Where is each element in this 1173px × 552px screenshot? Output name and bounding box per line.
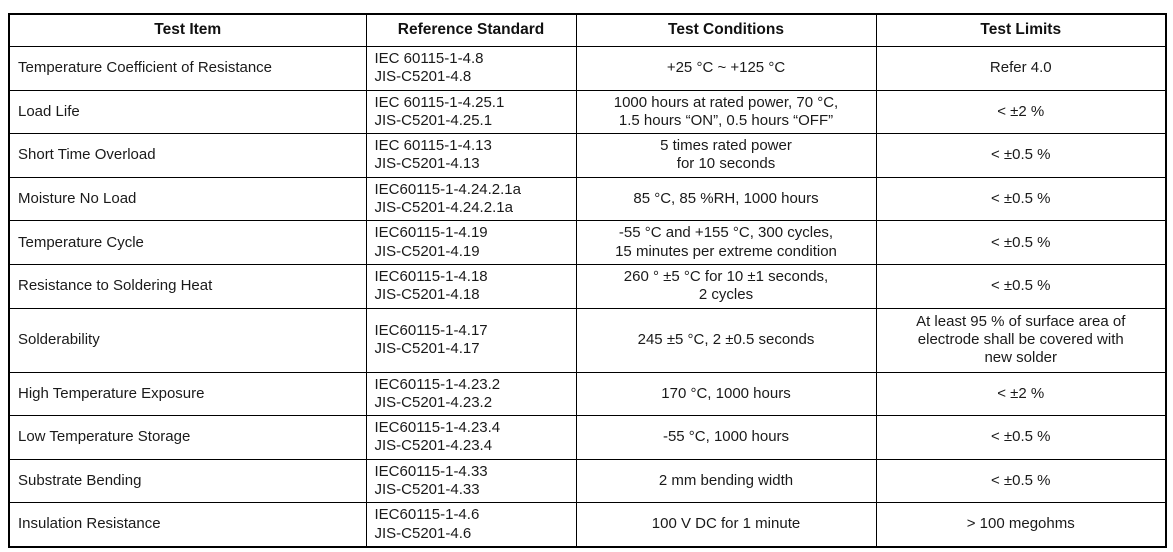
- table-row-solderability: Solderability IEC60115-1-4.17 JIS-C5201-…: [8, 307, 1167, 373]
- table-row-resistance-to-soldering-heat: Resistance to Soldering Heat IEC60115-1-…: [8, 263, 1167, 309]
- cell-reference-standard: IEC60115-1-4.6 JIS-C5201-4.6: [365, 502, 577, 548]
- table-row-temperature-cycle: Temperature Cycle IEC60115-1-4.19 JIS-C5…: [8, 220, 1167, 265]
- cell-test-item: Insulation Resistance: [8, 502, 367, 548]
- table-row-moisture-no-load: Moisture No Load IEC60115-1-4.24.2.1a JI…: [8, 176, 1167, 222]
- test-specifications-table: Test Item Reference Standard Test Condit…: [8, 13, 1167, 548]
- table-row-low-temperature-storage: Low Temperature Storage IEC60115-1-4.23.…: [8, 415, 1167, 460]
- cell-reference-standard: IEC60115-1-4.17 JIS-C5201-4.17: [365, 307, 577, 373]
- cell-test-item: Moisture No Load: [8, 176, 367, 222]
- cell-test-conditions: 1000 hours at rated power, 70 °C, 1.5 ho…: [575, 89, 877, 135]
- cell-test-conditions: 85 °C, 85 %RH, 1000 hours: [575, 176, 877, 222]
- table-row-substrate-bending: Substrate Bending IEC60115-1-4.33 JIS-C5…: [8, 458, 1167, 504]
- column-header-test-item: Test Item: [8, 13, 367, 47]
- cell-test-conditions: 2 mm bending width: [575, 458, 877, 504]
- cell-test-item: Temperature Cycle: [8, 220, 367, 265]
- cell-test-limits: < ±2 %: [875, 89, 1167, 135]
- cell-test-conditions: 260 ° ±5 °C for 10 ±1 seconds, 2 cycles: [575, 263, 877, 309]
- cell-test-limits: At least 95 % of surface area of electro…: [875, 307, 1167, 373]
- column-header-test-limits: Test Limits: [875, 13, 1167, 47]
- cell-reference-standard: IEC60115-1-4.23.4 JIS-C5201-4.23.4: [365, 415, 577, 460]
- cell-test-item: Solderability: [8, 307, 367, 373]
- cell-test-item: Substrate Bending: [8, 458, 367, 504]
- cell-test-conditions: -55 °C and +155 °C, 300 cycles, 15 minut…: [575, 220, 877, 265]
- cell-reference-standard: IEC60115-1-4.33 JIS-C5201-4.33: [365, 458, 577, 504]
- cell-reference-standard: IEC 60115-1-4.8 JIS-C5201-4.8: [365, 46, 577, 91]
- table-row-insulation-resistance: Insulation Resistance IEC60115-1-4.6 JIS…: [8, 502, 1167, 548]
- cell-reference-standard: IEC60115-1-4.19 JIS-C5201-4.19: [365, 220, 577, 265]
- cell-test-item: Resistance to Soldering Heat: [8, 263, 367, 309]
- cell-test-limits: > 100 megohms: [875, 502, 1167, 548]
- cell-test-item: Short Time Overload: [8, 133, 367, 178]
- cell-reference-standard: IEC60115-1-4.18 JIS-C5201-4.18: [365, 263, 577, 309]
- cell-test-conditions: +25 °C ~ +125 °C: [575, 46, 877, 91]
- cell-test-item: Low Temperature Storage: [8, 415, 367, 460]
- cell-test-item: Temperature Coefficient of Resistance: [8, 46, 367, 91]
- column-header-test-conditions: Test Conditions: [575, 13, 877, 47]
- table-row-short-time-overload: Short Time Overload IEC 60115-1-4.13 JIS…: [8, 133, 1167, 178]
- column-header-reference-standard: Reference Standard: [365, 13, 577, 47]
- cell-test-conditions: 5 times rated power for 10 seconds: [575, 133, 877, 178]
- cell-test-limits: < ±0.5 %: [875, 263, 1167, 309]
- cell-test-limits: < ±0.5 %: [875, 133, 1167, 178]
- cell-test-limits: < ±2 %: [875, 371, 1167, 417]
- cell-test-conditions: 245 ±5 °C, 2 ±0.5 seconds: [575, 307, 877, 373]
- table-row-temperature-coefficient: Temperature Coefficient of Resistance IE…: [8, 46, 1167, 91]
- cell-test-limits: < ±0.5 %: [875, 220, 1167, 265]
- cell-reference-standard: IEC60115-1-4.24.2.1a JIS-C5201-4.24.2.1a: [365, 176, 577, 222]
- cell-test-item: Load Life: [8, 89, 367, 135]
- cell-reference-standard: IEC60115-1-4.23.2 JIS-C5201-4.23.2: [365, 371, 577, 417]
- cell-test-limits: Refer 4.0: [875, 46, 1167, 91]
- cell-test-item: High Temperature Exposure: [8, 371, 367, 417]
- table-row-high-temperature-exposure: High Temperature Exposure IEC60115-1-4.2…: [8, 371, 1167, 417]
- cell-test-conditions: -55 °C, 1000 hours: [575, 415, 877, 460]
- cell-reference-standard: IEC 60115-1-4.13 JIS-C5201-4.13: [365, 133, 577, 178]
- table-header-row: Test Item Reference Standard Test Condit…: [8, 13, 1167, 47]
- cell-test-conditions: 170 °C, 1000 hours: [575, 371, 877, 417]
- cell-test-limits: < ±0.5 %: [875, 176, 1167, 222]
- table-row-load-life: Load Life IEC 60115-1-4.25.1 JIS-C5201-4…: [8, 89, 1167, 135]
- cell-test-limits: < ±0.5 %: [875, 415, 1167, 460]
- cell-test-conditions: 100 V DC for 1 minute: [575, 502, 877, 548]
- cell-reference-standard: IEC 60115-1-4.25.1 JIS-C5201-4.25.1: [365, 89, 577, 135]
- cell-test-limits: < ±0.5 %: [875, 458, 1167, 504]
